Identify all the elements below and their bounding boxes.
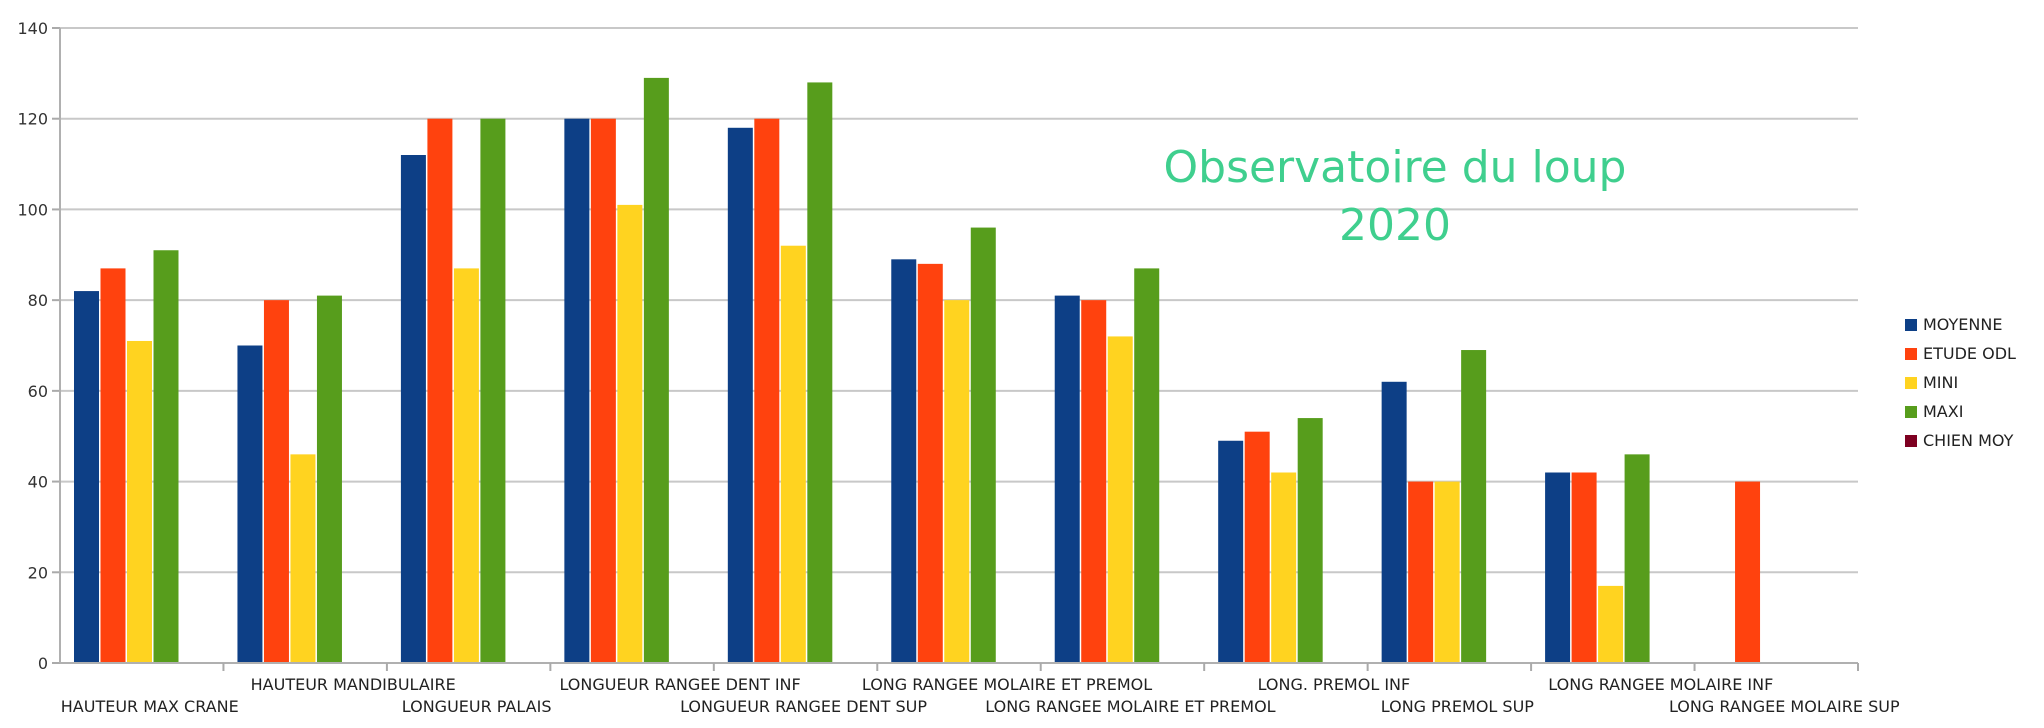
- y-tick-label: 0: [38, 654, 48, 673]
- bar-etude-odl: [754, 118, 780, 663]
- bar-moyenne: [1545, 472, 1571, 663]
- x-tick-label: LONG RANGEE MOLAIRE SUP: [1669, 697, 1900, 716]
- bar-maxi: [480, 118, 506, 663]
- legend-swatch: [1905, 319, 1917, 331]
- bar-moyenne: [727, 127, 753, 664]
- x-tick-label: LONGUEUR RANGEE DENT SUP: [680, 697, 927, 716]
- bar-etude-odl: [427, 118, 453, 663]
- bar-maxi: [153, 250, 179, 663]
- bar-mini: [780, 245, 806, 663]
- bar-etude-odl: [1408, 481, 1434, 663]
- bar-etude-odl: [917, 263, 943, 663]
- bar-moyenne: [74, 291, 99, 663]
- legend-swatch: [1905, 377, 1917, 389]
- x-tick-label: LONG PREMOL SUP: [1381, 697, 1535, 716]
- y-tick-label: 80: [28, 291, 48, 310]
- bar-mini: [617, 204, 643, 663]
- legend-entry: MINI: [1923, 373, 1958, 392]
- legend-entry: CHIEN MOY: [1923, 431, 2014, 450]
- bar-moyenne: [564, 118, 590, 663]
- bar-mini: [1107, 336, 1133, 663]
- x-tick-label: LONG RANGEE MOLAIRE INF: [1548, 675, 1773, 694]
- legend-swatch: [1905, 406, 1917, 418]
- bar-maxi: [1297, 418, 1323, 663]
- y-tick-label: 60: [28, 382, 48, 401]
- bar-moyenne: [237, 345, 263, 663]
- bar-mini: [1271, 472, 1297, 663]
- x-tick-label: LONG RANGEE MOLAIRE ET PREMOL: [862, 675, 1152, 694]
- bar-maxi: [1134, 268, 1160, 663]
- legend-swatch: [1905, 435, 1917, 447]
- bar-moyenne: [891, 259, 917, 663]
- y-tick-label: 120: [17, 110, 48, 129]
- bar-etude-odl: [1244, 431, 1270, 663]
- bar-mini: [453, 268, 479, 663]
- x-tick-label: LONGUEUR RANGEE DENT INF: [559, 675, 800, 694]
- x-tick-labels: HAUTEUR MAX CRANE HAUTEUR MANDIBULAIRE LON…: [61, 675, 1900, 716]
- bar-etude-odl: [1735, 481, 1761, 663]
- bars: [74, 77, 1761, 664]
- bar-maxi: [1624, 454, 1650, 663]
- x-tick-label: HAUTEUR MAX CRANE: [61, 697, 239, 716]
- bar-maxi: [643, 77, 669, 663]
- legend-entry: ETUDE ODL: [1923, 344, 2016, 363]
- bar-maxi: [316, 295, 342, 663]
- bar-mini: [290, 454, 316, 663]
- x-tick-label: HAUTEUR MANDIBULAIRE: [251, 675, 456, 694]
- x-tick-label: LONG RANGEE MOLAIRE ET PREMOL: [985, 697, 1275, 716]
- chart-subtitle: 2020: [1339, 200, 1451, 251]
- bar-etude-odl: [263, 300, 289, 663]
- x-tick-label: LONG. PREMOL INF: [1258, 675, 1411, 694]
- bar-mini: [1598, 585, 1624, 663]
- bar-moyenne: [1381, 381, 1407, 663]
- x-tick-label: LONGUEUR PALAIS: [402, 697, 552, 716]
- bar-maxi: [970, 227, 996, 664]
- y-tick-label: 100: [17, 200, 48, 219]
- bar-maxi: [1461, 350, 1487, 663]
- bar-maxi: [807, 82, 833, 663]
- bar-mini: [127, 340, 152, 663]
- bar-moyenne: [1218, 440, 1244, 663]
- legend: MOYENNE ETUDE ODL MINI MAXI CHIEN MOY: [1905, 315, 2016, 450]
- legend-swatch: [1905, 348, 1917, 360]
- legend-entry: MAXI: [1923, 402, 1963, 421]
- bar-mini: [1434, 481, 1460, 663]
- bar-moyenne: [400, 155, 426, 663]
- chart-title: Observatoire du loup: [1164, 142, 1627, 193]
- y-tick-label: 140: [17, 19, 48, 38]
- axes: 0 20 40 60 80 100 120 140: [17, 19, 1859, 673]
- bar-etude-odl: [1571, 472, 1597, 663]
- legend-entry: MOYENNE: [1923, 315, 2002, 334]
- bar-etude-odl: [590, 118, 616, 663]
- y-tick-label: 20: [28, 563, 48, 582]
- bar-etude-odl: [100, 268, 126, 663]
- bar-moyenne: [1054, 295, 1080, 663]
- bar-etude-odl: [1081, 300, 1107, 663]
- bar-mini: [944, 300, 970, 663]
- y-tick-label: 40: [28, 473, 48, 492]
